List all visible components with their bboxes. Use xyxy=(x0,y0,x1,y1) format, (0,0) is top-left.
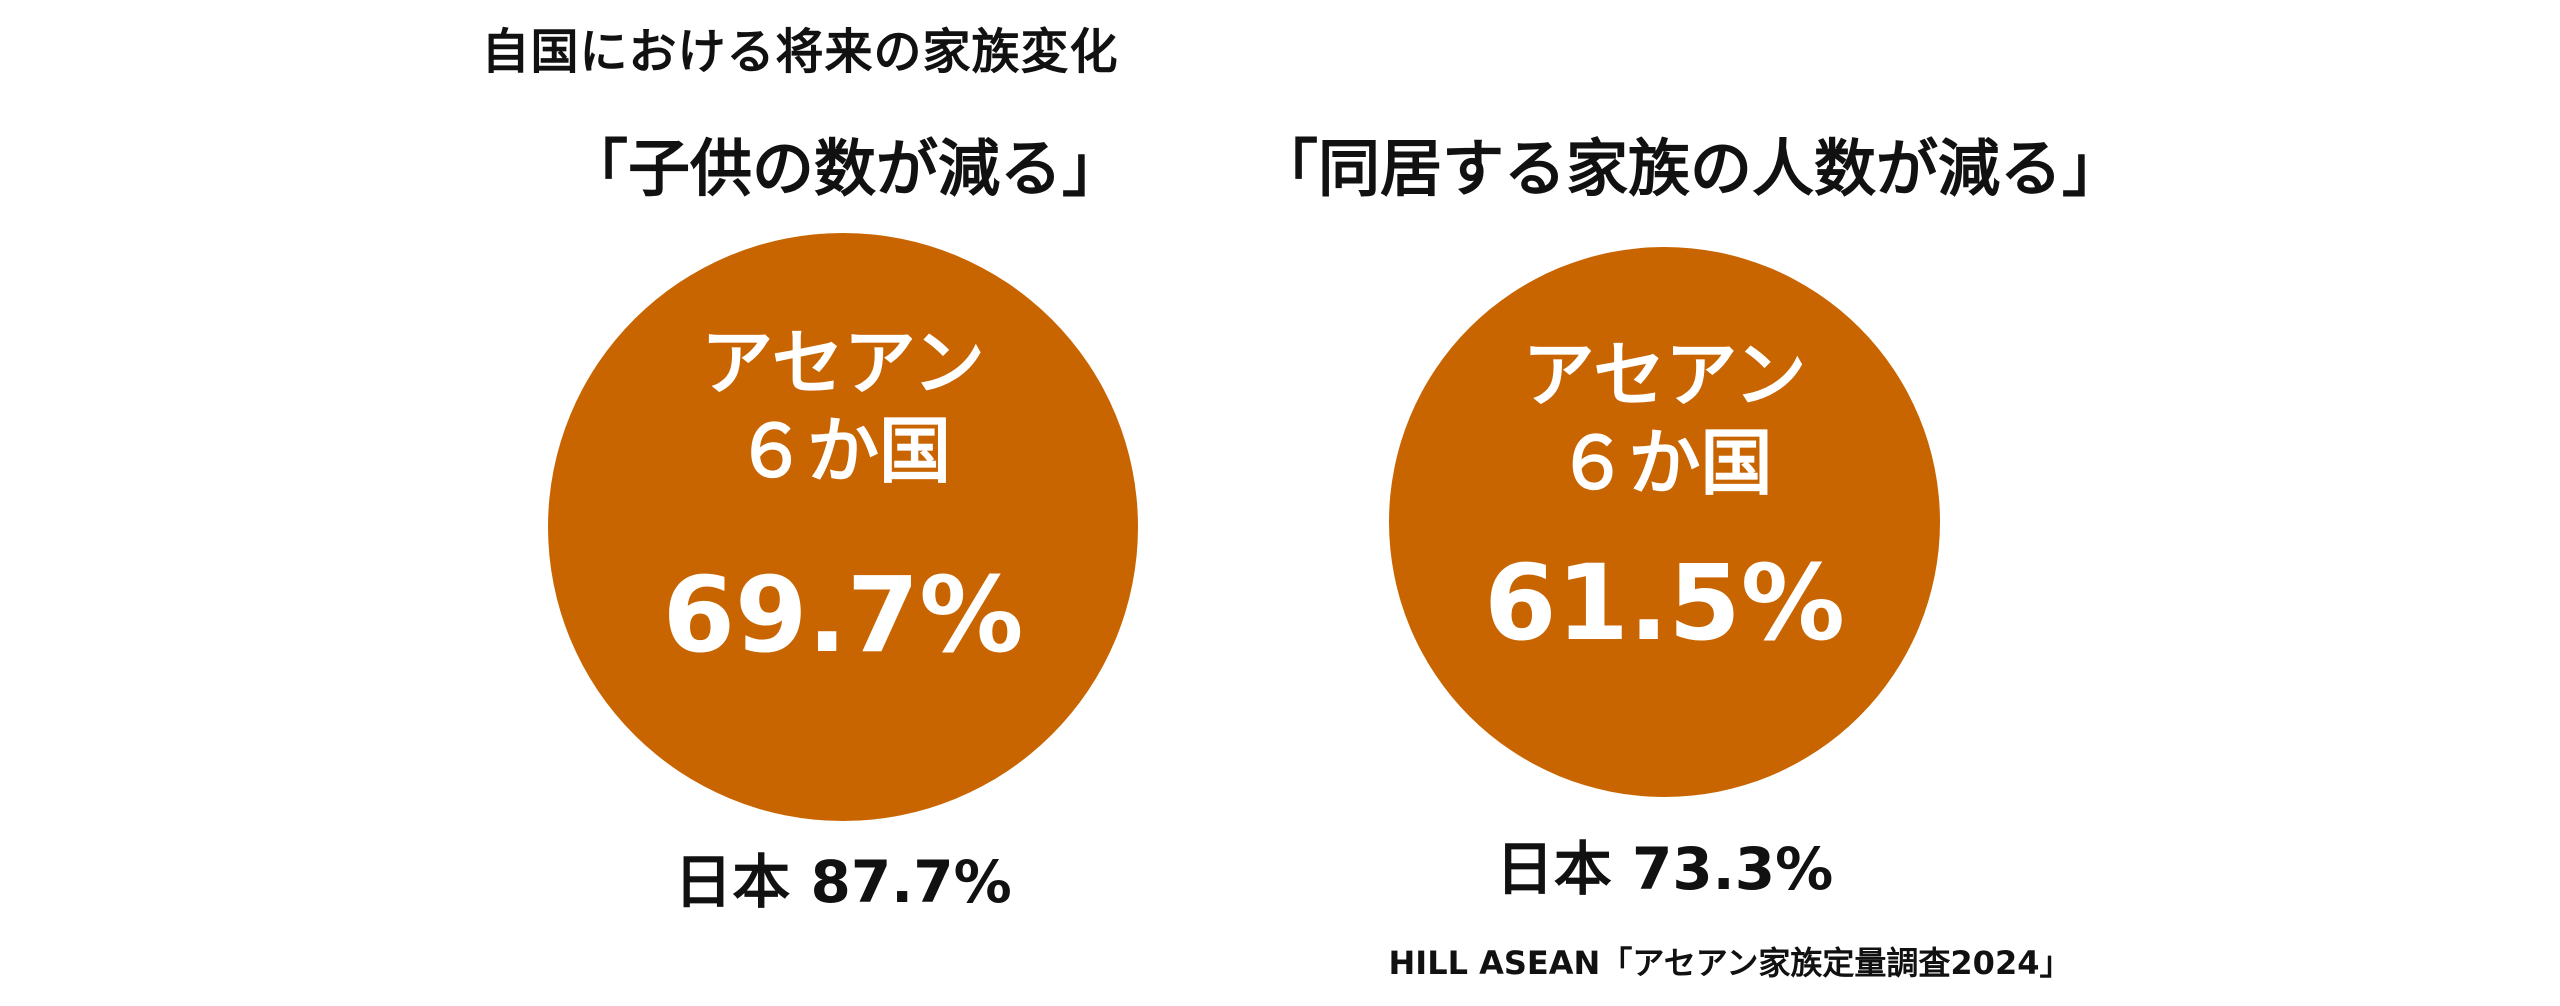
panel-heading-household: 「同居する家族の人数が減る」 xyxy=(1255,132,2124,205)
asean-value: 69.7% xyxy=(662,554,1024,676)
page-title: 自国における将来の家族変化 xyxy=(481,24,1119,80)
japan-value-household: 日本 73.3% xyxy=(1495,835,1834,903)
asean-circle-household: アセアン ６か国 61.5% xyxy=(1389,247,1940,797)
source-credit: HILL ASEAN「アセアン家族定量調査2024」 xyxy=(1388,944,2072,982)
circle-label: アセアン ６か国 xyxy=(548,319,1138,495)
circle-label: アセアン ６か国 xyxy=(1389,331,1940,507)
asean-circle-children: アセアン ６か国 69.7% xyxy=(548,233,1138,821)
circle-label-line2: ６か国 xyxy=(734,409,951,493)
panel-heading-children: 「子供の数が減る」 xyxy=(565,132,1124,205)
asean-value: 61.5% xyxy=(1484,542,1845,664)
japan-value-children: 日本 87.7% xyxy=(674,848,1012,916)
circle-label-line1: アセアン xyxy=(701,321,985,405)
circle-label-line2: ６か国 xyxy=(1556,421,1773,505)
circle-label-line1: アセアン xyxy=(1522,333,1807,417)
